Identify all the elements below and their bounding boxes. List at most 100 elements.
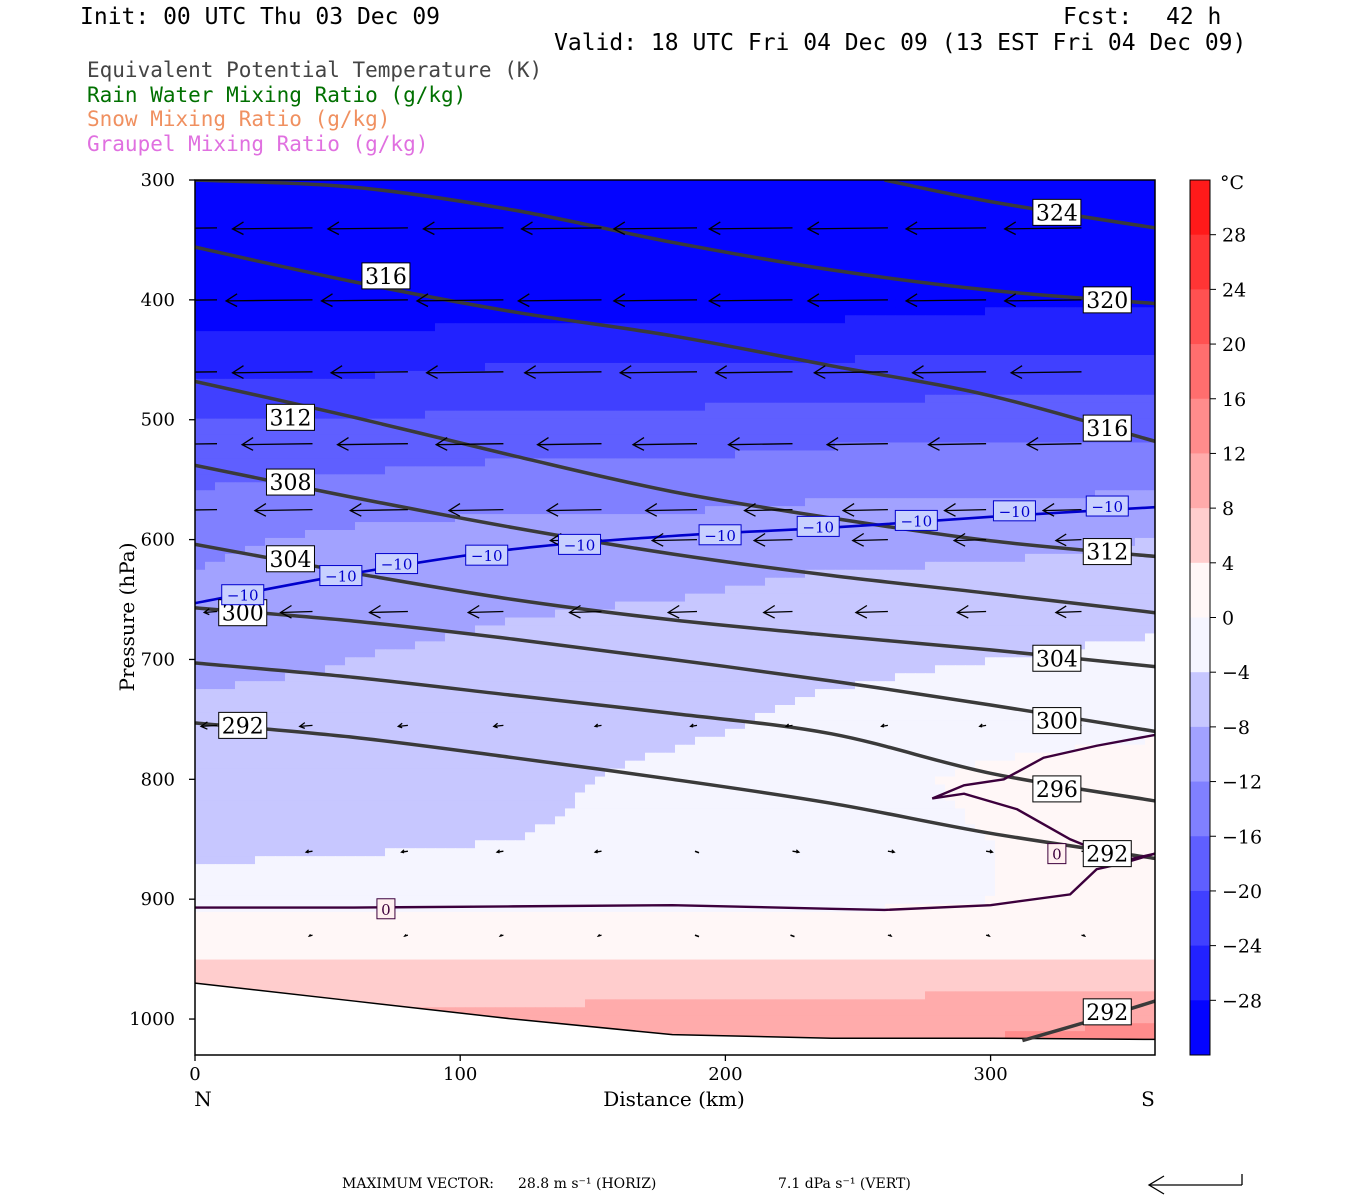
temperature-cell (275, 355, 286, 364)
temperature-cell (805, 203, 816, 213)
temperature-cell (1085, 267, 1096, 277)
temperature-cell (815, 291, 826, 300)
temperature-cell (315, 410, 326, 420)
temperature-cell (705, 235, 716, 245)
temperature-cell (875, 315, 886, 324)
temperature-cell (505, 410, 516, 420)
temperature-cell (905, 267, 916, 277)
temperature-cell (1135, 323, 1146, 332)
temperature-cell (705, 219, 716, 229)
temperature-cell (835, 458, 846, 467)
temperature-cell (995, 522, 1006, 531)
temperature-cell (895, 227, 906, 237)
temperature-cell (635, 490, 646, 499)
temperature-cell (975, 259, 986, 269)
temperature-cell (1105, 362, 1116, 372)
temperature-cell (255, 553, 266, 563)
temperature-cell (695, 498, 706, 507)
temperature-cell (835, 545, 846, 555)
temperature-cell (885, 235, 896, 245)
temperature-cell (1005, 275, 1016, 284)
temperature-cell (945, 561, 956, 571)
temperature-cell (845, 577, 856, 587)
temperature-cell (1145, 259, 1155, 269)
temperature-cell (245, 203, 256, 213)
temperature-cell (215, 283, 226, 292)
temperature-cell (515, 394, 526, 404)
temperature-cell (715, 275, 726, 284)
temperature-cell (1035, 450, 1046, 459)
temperature-cell (795, 545, 806, 555)
temperature-cell (995, 458, 1006, 467)
temperature-cell (805, 585, 816, 595)
temperature-cell (395, 362, 406, 372)
temperature-cell (1045, 243, 1056, 253)
temperature-cell (275, 307, 286, 316)
temperature-cell (485, 235, 496, 245)
temperature-cell (915, 545, 926, 555)
temperature-cell (665, 323, 676, 332)
temperature-cell (1135, 490, 1146, 499)
temperature-cell (495, 537, 506, 547)
temperature-cell (245, 442, 256, 452)
temperature-cell (675, 362, 686, 372)
temperature-cell (495, 514, 506, 523)
temperature-cell (1005, 267, 1016, 277)
temperature-cell (525, 394, 536, 404)
temperature-cell (985, 315, 996, 324)
temperature-cell (855, 299, 866, 308)
temperature-cell (265, 362, 276, 372)
temperature-cell (225, 259, 236, 269)
temperature-cell (465, 203, 476, 213)
temperature-cell (585, 331, 596, 340)
temperature-cell (385, 370, 396, 380)
temperature-cell (615, 243, 626, 253)
temperature-cell (655, 561, 666, 571)
temperature-cell (835, 323, 846, 332)
temperature-cell (635, 386, 646, 396)
temperature-cell (585, 378, 596, 388)
temperature-cell (305, 394, 316, 404)
temperature-cell (295, 243, 306, 253)
temperature-cell (1125, 211, 1136, 221)
temperature-cell (405, 418, 416, 428)
temperature-cell (505, 426, 516, 436)
temperature-cell (1075, 347, 1086, 356)
temperature-cell (545, 315, 556, 324)
temperature-cell (735, 569, 746, 579)
temperature-cell (875, 466, 886, 475)
legend-rain: Rain Water Mixing Ratio (g/kg) (87, 83, 467, 107)
temperature-cell (1135, 569, 1146, 579)
temperature-cell (1015, 315, 1026, 324)
temperature-cell (195, 545, 206, 555)
temperature-cell (545, 561, 556, 571)
temperature-cell (505, 482, 516, 491)
temperature-cell (375, 577, 386, 587)
temperature-cell (575, 283, 586, 292)
temperature-cell (775, 378, 786, 388)
temperature-cell (1065, 275, 1076, 284)
temperature-cell (265, 283, 276, 292)
temperature-cell (215, 251, 226, 261)
temperature-cell (1045, 585, 1056, 595)
temperature-cell (1105, 370, 1116, 380)
temperature-cell (665, 251, 676, 261)
temperature-cell (965, 203, 976, 213)
temperature-cell (595, 219, 606, 229)
temperature-cell (725, 331, 736, 340)
temperature-cell (225, 347, 236, 356)
temperature-cell (205, 585, 216, 595)
temperature-cell (645, 251, 656, 261)
temperature-cell (255, 545, 266, 555)
temperature-cell (965, 219, 976, 229)
temperature-cell (225, 195, 236, 205)
temperature-cell (615, 585, 626, 595)
temperature-cell (745, 331, 756, 340)
temperature-cell (915, 394, 926, 404)
temperature-cell (375, 434, 386, 444)
temperature-cell (515, 577, 526, 587)
temperature-cell (885, 299, 896, 308)
temperature-cell (205, 283, 216, 292)
temperature-cell (535, 195, 546, 205)
temperature-cell (955, 553, 966, 563)
